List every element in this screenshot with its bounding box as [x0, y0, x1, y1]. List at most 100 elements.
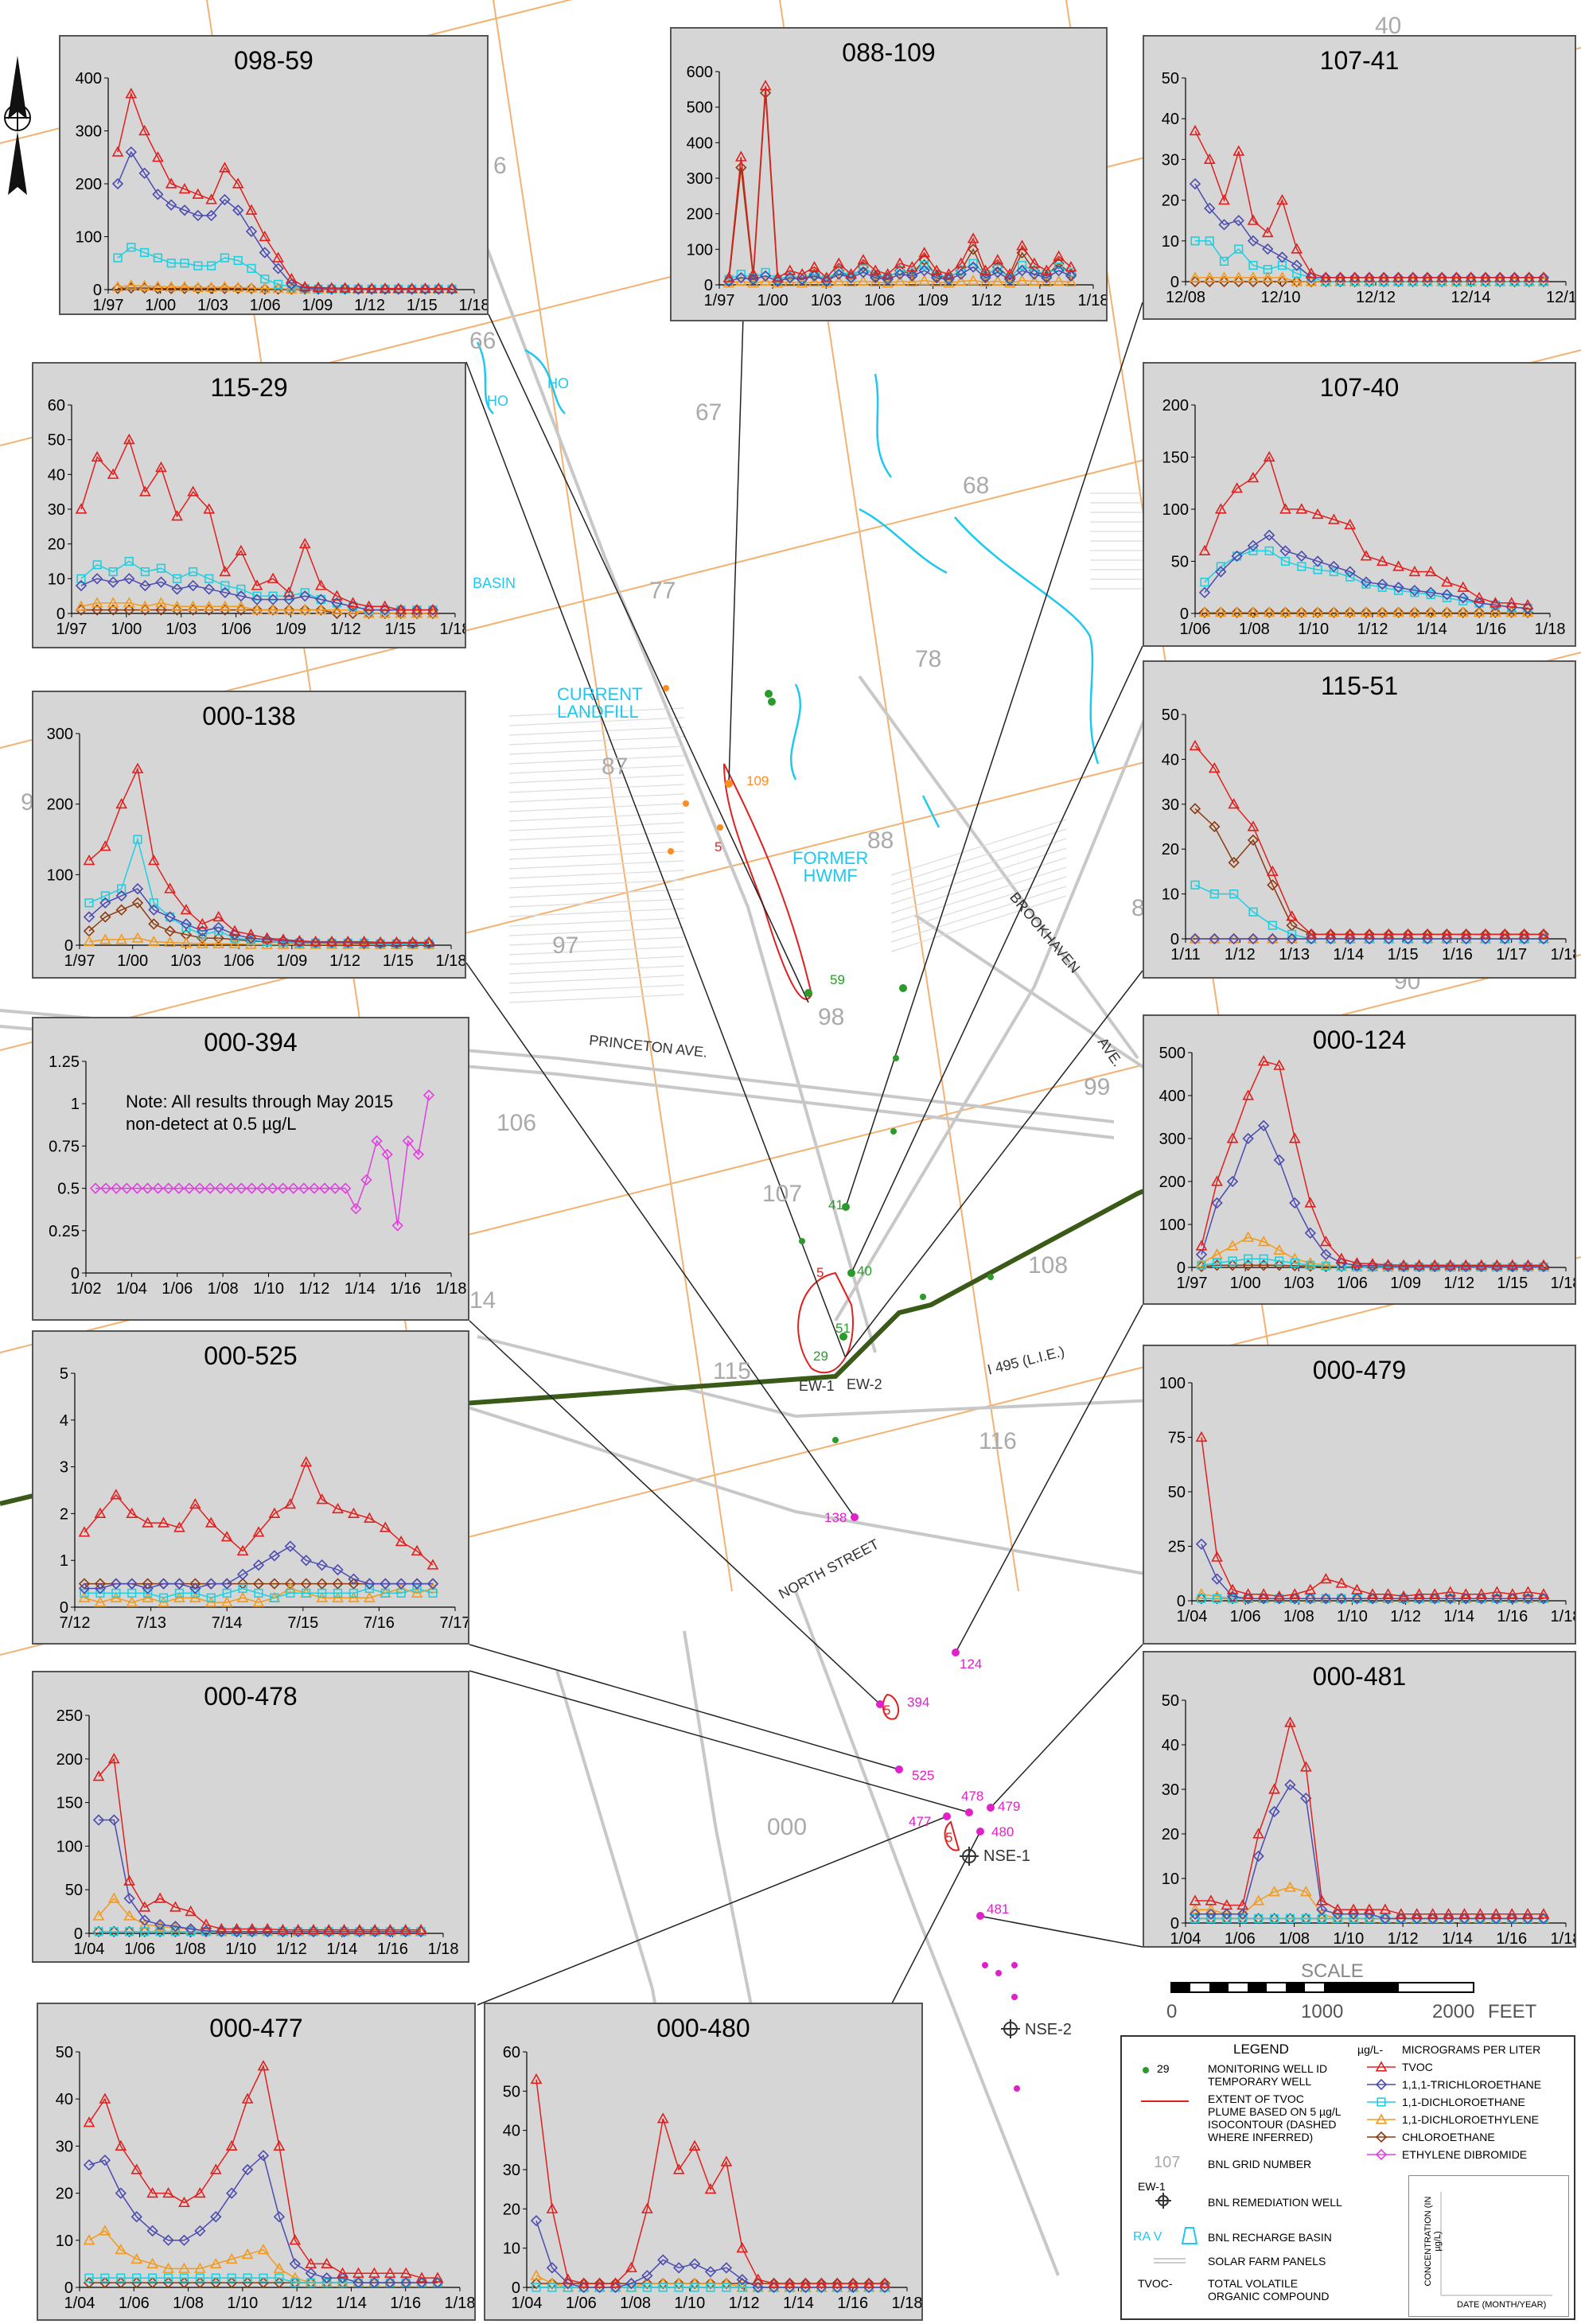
data-point — [187, 600, 199, 611]
x-tick-label: 1/18 — [440, 621, 465, 638]
legend-solar: SOLAR FARM PANELS — [1208, 2255, 1326, 2268]
y-tick-label: 0 — [1170, 274, 1179, 291]
data-point — [1247, 214, 1260, 225]
data-point — [142, 1182, 154, 1194]
data-point — [205, 1578, 217, 1590]
data-point — [1351, 1593, 1363, 1605]
x-tick-label: 1/18 — [436, 1280, 467, 1298]
data-point — [299, 590, 311, 602]
x-tick-label: 1/12 — [1388, 1930, 1419, 1946]
data-point — [800, 2277, 812, 2288]
x-tick-label: 1/16 — [1442, 946, 1473, 963]
data-point — [426, 604, 439, 616]
data-point — [360, 1174, 372, 1186]
data-point — [203, 600, 216, 611]
chart-panel-000-124: 000-124 0 100 200 300 400 500 1/97 1/00 1/03 1/06… — [1143, 1014, 1576, 1305]
data-point — [169, 1921, 181, 1933]
data-point — [1232, 145, 1245, 156]
data-point — [1347, 1908, 1360, 1920]
series-line — [88, 937, 429, 945]
data-point — [1320, 1259, 1332, 1270]
x-tick-label: 1/03 — [170, 952, 201, 970]
data-point — [228, 937, 241, 948]
data-point — [1053, 258, 1065, 270]
data-point — [1264, 529, 1275, 541]
data-point — [243, 2273, 252, 2283]
streams — [476, 341, 1100, 828]
chart-107-41: 0 10 20 30 40 50 12/08 12/10 12/12 12/14 12/16 — [1162, 70, 1575, 306]
data-point — [641, 2270, 653, 2282]
y-tick-label: 150 — [56, 1795, 83, 1812]
data-point — [115, 2139, 127, 2151]
data-point — [423, 937, 435, 949]
data-point — [1460, 1593, 1472, 1605]
data-point — [124, 556, 134, 566]
data-point — [268, 1507, 281, 1518]
data-point — [1229, 889, 1239, 899]
y-tick-label: 50 — [1171, 554, 1189, 571]
data-point — [220, 253, 230, 263]
data-point — [1441, 606, 1453, 618]
data-point — [1382, 1588, 1394, 1599]
chart-title: 000-480 — [656, 2014, 750, 2042]
y-tick-label: 1.25 — [49, 1053, 80, 1071]
data-point — [1335, 1252, 1348, 1263]
data-point — [1521, 1913, 1534, 1925]
data-point — [178, 2196, 190, 2208]
data-point — [1198, 544, 1211, 555]
data-point — [1189, 1894, 1201, 1906]
data-point — [1244, 1254, 1253, 1263]
series-tvoc — [1195, 1431, 1550, 1602]
x-tick-label: 1/00 — [1230, 1275, 1261, 1292]
legend-remediation-id: EW-1 — [1138, 2180, 1166, 2193]
x-tick-label: 1/14 — [326, 1941, 357, 1958]
plot-area — [1186, 1700, 1566, 1923]
data-point — [337, 2278, 348, 2287]
data-point — [706, 2283, 715, 2292]
data-point — [78, 1582, 91, 1594]
data-point — [312, 281, 325, 292]
data-point — [207, 261, 216, 271]
data-point — [857, 267, 870, 278]
series-tvoc — [92, 1753, 427, 1935]
data-point — [1441, 606, 1453, 617]
data-point — [1228, 1594, 1237, 1603]
data-point — [1537, 1259, 1550, 1270]
data-point — [1238, 1913, 1248, 1924]
grid-number: 116 — [979, 1428, 1017, 1454]
data-point — [431, 2271, 444, 2283]
x-tick-label: 1/06 — [224, 952, 255, 970]
data-point — [1344, 606, 1357, 617]
data-point — [374, 936, 387, 948]
y-tick-label: 20 — [1162, 1826, 1179, 1843]
data-point — [832, 274, 845, 286]
data-point — [267, 594, 279, 605]
data-point — [1505, 1908, 1518, 1919]
series-line — [84, 1587, 434, 1599]
x-tick-label: 1/16 — [1497, 1608, 1528, 1625]
data-point — [1211, 1175, 1223, 1186]
data-point — [1279, 503, 1291, 514]
data-point — [772, 271, 784, 282]
legend-series-icons — [1367, 2061, 1396, 2161]
data-point — [625, 2277, 637, 2290]
data-point — [1421, 928, 1434, 939]
data-point — [245, 225, 258, 237]
data-point — [1262, 275, 1274, 288]
grid-number: 99 — [1084, 1074, 1111, 1100]
data-point — [1392, 606, 1404, 617]
data-point — [325, 935, 338, 947]
data-point — [1360, 550, 1373, 561]
scale-unit: FEET — [1488, 2001, 1537, 2022]
data-point — [245, 282, 258, 294]
data-point — [99, 1182, 112, 1194]
x-tick-label: 1/15 — [407, 297, 438, 313]
data-point — [384, 2267, 396, 2278]
data-point — [1413, 1259, 1425, 1270]
grid-number: 8 — [1131, 895, 1145, 921]
data-point — [123, 1909, 135, 1921]
data-point — [1252, 1828, 1264, 1839]
data-point — [185, 1905, 197, 1917]
y-tick-label: 100 — [687, 241, 713, 259]
data-point — [140, 566, 150, 577]
